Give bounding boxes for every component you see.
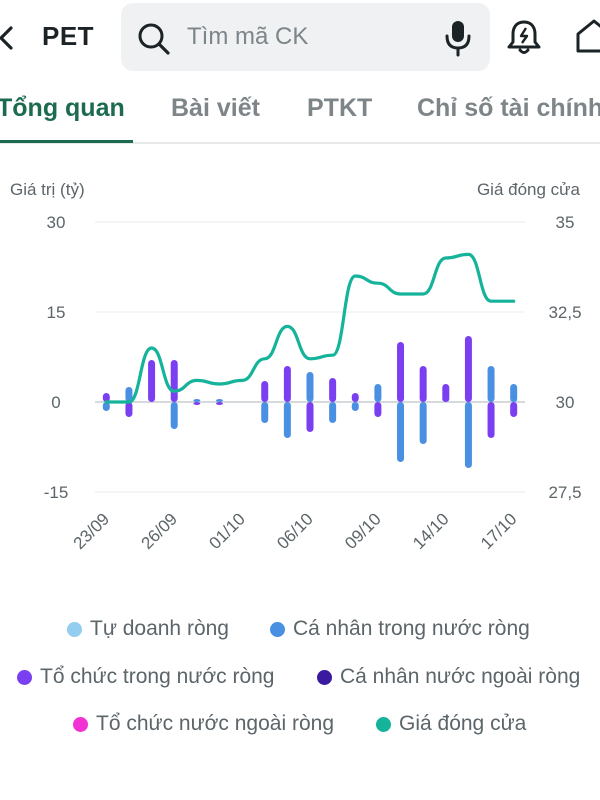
legend-swatch <box>73 716 88 732</box>
bar-to-chuc-trong-nuoc <box>193 402 201 405</box>
bar-ca-nhan-trong-nuoc <box>102 402 110 411</box>
notification-bell-icon[interactable] <box>506 18 542 56</box>
bar-to-chuc-trong-nuoc <box>464 336 472 402</box>
bar-ca-nhan-trong-nuoc <box>193 399 201 402</box>
bar-to-chuc-trong-nuoc <box>487 402 495 438</box>
legend-label: Tổ chức trong nước ròng <box>40 665 275 688</box>
tab-tong-quan[interactable]: Tổng quan <box>0 94 125 122</box>
bar-ca-nhan-trong-nuoc <box>510 384 518 402</box>
tab-chi-so-tai-chinh[interactable]: Chỉ số tài chính <box>417 94 600 122</box>
bar-to-chuc-trong-nuoc <box>351 393 359 402</box>
bar-ca-nhan-trong-nuoc <box>261 402 269 423</box>
legend-item-to-chuc-trong-nuoc[interactable]: Tổ chức trong nước ròng <box>17 665 275 689</box>
bar-ca-nhan-trong-nuoc <box>419 402 427 444</box>
bar-ca-nhan-trong-nuoc <box>351 402 359 411</box>
x-axis-tick-label: 26/09 <box>138 509 182 553</box>
search-icon <box>138 23 170 55</box>
bar-to-chuc-trong-nuoc <box>306 402 314 432</box>
bar-ca-nhan-trong-nuoc <box>215 399 223 402</box>
x-axis-tick-label: 23/09 <box>70 509 114 553</box>
bar-ca-nhan-trong-nuoc <box>464 402 472 468</box>
tab-bar: Tổng quan Bài viết PTKT Chỉ số tài chính <box>0 78 600 144</box>
bar-to-chuc-trong-nuoc <box>283 366 291 402</box>
bar-to-chuc-trong-nuoc <box>215 402 223 405</box>
legend-item-gia-dong-cua[interactable]: Giá đóng cửa <box>376 712 526 736</box>
bar-to-chuc-trong-nuoc <box>125 402 133 417</box>
legend-label: Cá nhân nước ngoài ròng <box>340 665 581 688</box>
left-axis-tick-label: 0 <box>51 393 60 412</box>
microphone-icon[interactable] <box>443 19 473 57</box>
bar-ca-nhan-trong-nuoc <box>306 372 314 402</box>
search-input[interactable] <box>187 3 427 71</box>
legend-swatch <box>317 669 332 685</box>
bar-to-chuc-trong-nuoc <box>510 402 518 417</box>
closing-price-line <box>104 252 516 404</box>
search-box[interactable] <box>121 3 490 71</box>
x-axis-tick-label: 06/10 <box>273 509 317 553</box>
left-axis-tick-label: 30 <box>47 213 66 232</box>
legend-swatch <box>67 621 82 637</box>
legend-item-to-chuc-nuoc-ngoai[interactable]: Tổ chức nước ngoài ròng <box>73 712 334 736</box>
bar-ca-nhan-trong-nuoc <box>283 402 291 438</box>
bar-to-chuc-trong-nuoc <box>102 393 110 402</box>
bar-ca-nhan-trong-nuoc <box>170 402 178 429</box>
x-axis-tick-label: 17/10 <box>477 509 521 553</box>
right-axis-tick-label: 35 <box>556 213 575 232</box>
left-axis-title: Giá trị (tỷ) <box>10 180 85 199</box>
home-icon[interactable] <box>574 16 600 56</box>
bar-ca-nhan-trong-nuoc <box>374 384 382 402</box>
left-axis-tick-label: 15 <box>47 303 66 322</box>
bar-to-chuc-trong-nuoc <box>374 402 382 417</box>
tab-bai-viet[interactable]: Bài viết <box>171 94 260 122</box>
legend-label: Tự doanh ròng <box>90 617 229 640</box>
top-bar: PET <box>0 0 600 76</box>
legend-swatch <box>17 669 32 685</box>
bar-to-chuc-trong-nuoc <box>442 384 450 402</box>
x-axis-tick-label: 09/10 <box>341 509 385 553</box>
left-axis-tick-label: -15 <box>44 483 69 502</box>
right-axis-title: Giá đóng cửa <box>476 180 580 199</box>
bar-to-chuc-trong-nuoc <box>329 378 337 402</box>
right-axis-tick-label: 32,5 <box>548 303 581 322</box>
tab-ptkt[interactable]: PTKT <box>307 94 373 122</box>
stock-ticker: PET <box>42 21 95 51</box>
back-arrow-icon[interactable] <box>0 22 20 54</box>
legend-label: Giá đóng cửa <box>399 712 527 735</box>
legend-label: Cá nhân trong nước ròng <box>293 617 530 640</box>
bar-to-chuc-trong-nuoc <box>419 366 427 402</box>
bar-to-chuc-trong-nuoc <box>170 360 178 402</box>
bar-ca-nhan-trong-nuoc <box>125 387 133 402</box>
x-axis-tick-label: 14/10 <box>409 509 453 553</box>
legend-swatch <box>376 716 391 732</box>
bar-to-chuc-trong-nuoc <box>148 360 156 402</box>
bar-to-chuc-trong-nuoc <box>397 342 405 402</box>
bar-ca-nhan-trong-nuoc <box>487 366 495 402</box>
legend-label: Tổ chức nước ngoài ròng <box>96 712 335 735</box>
legend-item-ca-nhan-nuoc-ngoai[interactable]: Cá nhân nước ngoài ròng <box>317 665 580 689</box>
bar-ca-nhan-trong-nuoc <box>329 402 337 423</box>
legend-item-tu-doanh[interactable]: Tự doanh ròng <box>67 617 229 641</box>
legend-swatch <box>270 621 285 637</box>
x-axis-tick-label: 01/10 <box>205 509 249 553</box>
right-axis-tick-label: 30 <box>556 393 575 412</box>
legend-item-ca-nhan-trong-nuoc[interactable]: Cá nhân trong nước ròng <box>270 617 530 641</box>
right-axis-tick-label: 27,5 <box>548 483 581 502</box>
bar-to-chuc-trong-nuoc <box>261 381 269 402</box>
bar-ca-nhan-trong-nuoc <box>397 402 405 462</box>
investor-flow-chart: 30 15 0 -15 35 32,5 30 27,5 23/09 26/09 01/10 06/10… <box>44 213 582 553</box>
active-tab-indicator <box>0 140 133 143</box>
